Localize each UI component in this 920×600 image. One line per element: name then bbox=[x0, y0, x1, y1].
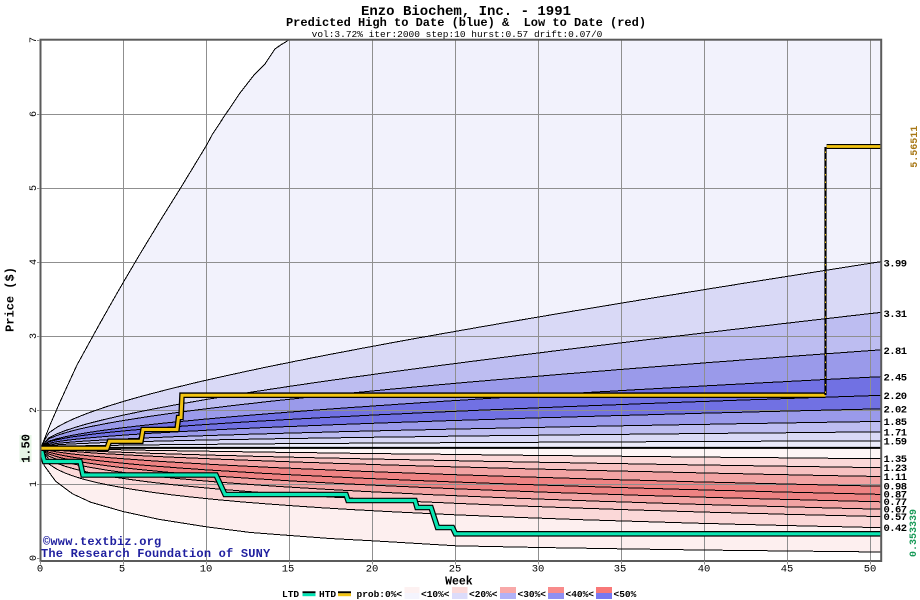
svg-text:0: 0 bbox=[37, 564, 43, 576]
svg-text:0: 0 bbox=[29, 555, 40, 561]
svg-text:1.35: 1.35 bbox=[884, 454, 907, 466]
svg-text:prob:0%<: prob:0%< bbox=[357, 589, 403, 600]
svg-text:5: 5 bbox=[29, 185, 40, 191]
svg-text:<30%<: <30%< bbox=[518, 589, 547, 600]
svg-text:20: 20 bbox=[366, 564, 379, 576]
svg-text:1.23: 1.23 bbox=[884, 463, 907, 475]
svg-text:7: 7 bbox=[29, 37, 40, 43]
svg-text:0.98: 0.98 bbox=[884, 482, 907, 494]
svg-text:0.353339: 0.353339 bbox=[909, 509, 920, 557]
svg-text:0.77: 0.77 bbox=[884, 497, 907, 509]
svg-text:Week: Week bbox=[445, 576, 473, 589]
svg-text:vol:3.72% iter:2000 step:10 hu: vol:3.72% iter:2000 step:10 hurst:0.57 d… bbox=[312, 29, 603, 40]
svg-text:HTD: HTD bbox=[319, 589, 336, 600]
svg-text:40: 40 bbox=[698, 564, 711, 576]
svg-text:©www.textbiz.org: ©www.textbiz.org bbox=[43, 535, 161, 549]
svg-text:50: 50 bbox=[864, 564, 877, 576]
svg-text:1.50: 1.50 bbox=[20, 434, 34, 463]
svg-text:LTD: LTD bbox=[282, 589, 299, 600]
svg-text:5.56511: 5.56511 bbox=[910, 126, 920, 168]
svg-text:2: 2 bbox=[29, 407, 40, 413]
svg-text:0.87: 0.87 bbox=[884, 490, 907, 502]
svg-text:<50%: <50% bbox=[614, 589, 637, 600]
svg-text:Predicted High to Date (blue): Predicted High to Date (blue) & Low to D… bbox=[286, 16, 646, 30]
svg-text:<40%<: <40%< bbox=[566, 589, 595, 600]
svg-text:3: 3 bbox=[29, 333, 40, 339]
svg-text:3.99: 3.99 bbox=[884, 259, 907, 271]
svg-text:35: 35 bbox=[614, 564, 627, 576]
svg-text:6: 6 bbox=[29, 111, 40, 117]
svg-text:15: 15 bbox=[282, 564, 295, 576]
svg-text:2.45: 2.45 bbox=[884, 373, 907, 385]
svg-text:2.20: 2.20 bbox=[884, 391, 907, 403]
svg-text:25: 25 bbox=[449, 564, 462, 576]
svg-text:Price ($): Price ($) bbox=[3, 267, 17, 332]
svg-text:2.02: 2.02 bbox=[884, 405, 907, 417]
svg-text:1.71: 1.71 bbox=[884, 428, 907, 440]
svg-text:0.67: 0.67 bbox=[884, 504, 907, 516]
svg-text:1.59: 1.59 bbox=[884, 436, 907, 448]
svg-text:0.57: 0.57 bbox=[884, 512, 907, 524]
svg-text:2.81: 2.81 bbox=[884, 346, 907, 358]
svg-text:30: 30 bbox=[532, 564, 545, 576]
svg-text:1.11: 1.11 bbox=[884, 472, 907, 484]
svg-text:5: 5 bbox=[119, 564, 125, 576]
svg-text:<20%<: <20%< bbox=[469, 589, 498, 600]
svg-text:1: 1 bbox=[29, 481, 40, 487]
svg-text:0.42: 0.42 bbox=[884, 523, 907, 535]
svg-text:Enzo Biochem, Inc. - 1991: Enzo Biochem, Inc. - 1991 bbox=[361, 4, 571, 20]
svg-text:45: 45 bbox=[781, 564, 794, 576]
svg-text:<10%<: <10%< bbox=[421, 589, 450, 600]
svg-text:10: 10 bbox=[200, 564, 213, 576]
svg-text:The Research Foundation of SUN: The Research Foundation of SUNY bbox=[41, 547, 271, 561]
svg-text:3.31: 3.31 bbox=[884, 309, 907, 321]
svg-text:4: 4 bbox=[29, 259, 40, 265]
svg-text:1.85: 1.85 bbox=[884, 417, 907, 429]
